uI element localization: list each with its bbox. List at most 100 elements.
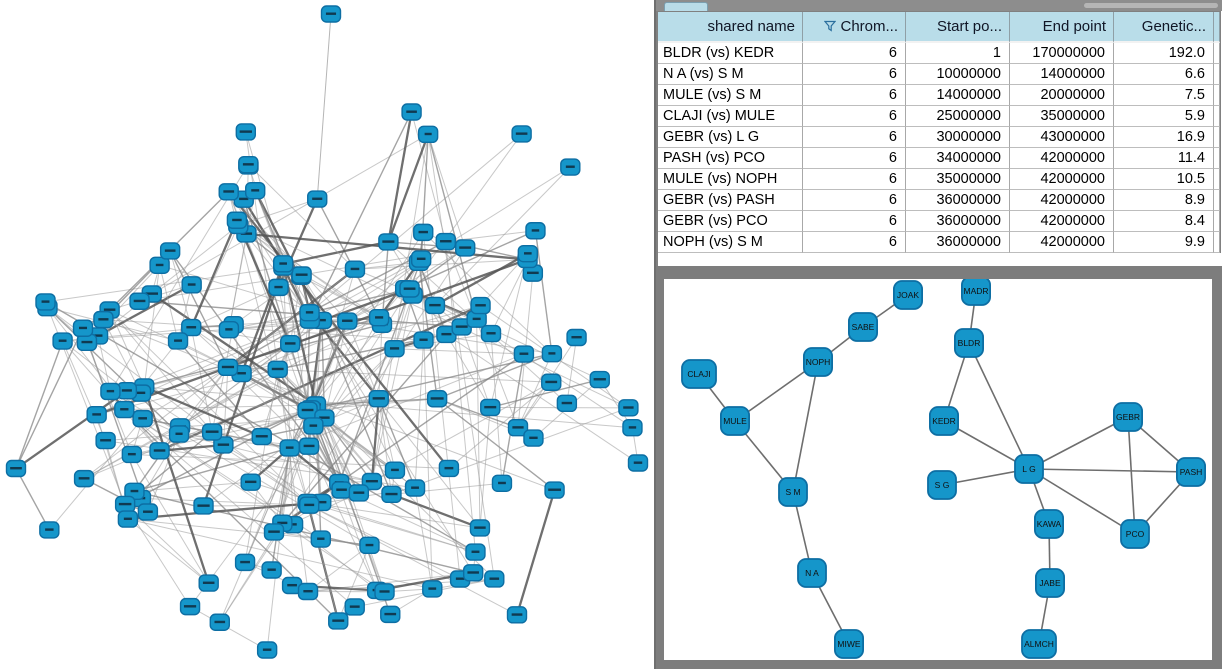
hairball-node[interactable] — [303, 417, 324, 435]
cell-value[interactable]: 34000000 — [906, 148, 1010, 169]
network-edge-LG-PCO[interactable] — [1028, 468, 1136, 535]
cell-value[interactable]: 42000000 — [1010, 190, 1114, 211]
cell-shared-name[interactable]: MULE (vs) S M — [658, 85, 803, 106]
network-node-GEBR[interactable]: GEBR — [1112, 402, 1143, 432]
hairball-node[interactable] — [121, 445, 143, 464]
hairball-node[interactable] — [159, 242, 181, 260]
hairball-node[interactable] — [331, 481, 352, 499]
hairball-node[interactable] — [589, 370, 610, 389]
tab-fragment[interactable] — [664, 2, 708, 11]
column-header-chrom-[interactable]: Chrom... — [803, 12, 906, 43]
cell-shared-name[interactable]: MULE (vs) NOPH — [658, 169, 803, 190]
hairball-node[interactable] — [507, 418, 529, 437]
hairball-node[interactable] — [344, 260, 366, 278]
hairball-node[interactable] — [451, 318, 472, 336]
hairball-node[interactable] — [95, 431, 116, 450]
hairball-node[interactable] — [381, 485, 402, 504]
hairball-node[interactable] — [238, 155, 259, 174]
hairball-node[interactable] — [320, 5, 342, 23]
hairball-node[interactable] — [484, 570, 505, 588]
cell-value[interactable]: 36000000 — [906, 232, 1010, 253]
hairball-node[interactable] — [86, 406, 107, 424]
hairball-node[interactable] — [39, 521, 60, 539]
hairball-node[interactable] — [272, 255, 294, 273]
hairball-node[interactable] — [268, 278, 289, 297]
hairball-node[interactable] — [217, 358, 239, 376]
cell-value[interactable]: 6 — [803, 106, 906, 127]
network-node-BLDR[interactable]: BLDR — [953, 328, 984, 358]
cell-value[interactable]: 8.9 — [1114, 190, 1214, 211]
hairball-node[interactable] — [404, 479, 426, 497]
hairball-node[interactable] — [218, 320, 240, 339]
cell-value[interactable]: 6 — [803, 232, 906, 253]
hairball-node[interactable] — [359, 536, 380, 555]
hairball-node[interactable] — [245, 181, 266, 200]
hairball-node[interactable] — [256, 641, 278, 659]
hairball-node[interactable] — [374, 583, 395, 601]
cell-value[interactable]: 5.9 — [1114, 106, 1214, 127]
hairball-node[interactable] — [627, 454, 649, 472]
hairball-node[interactable] — [35, 293, 56, 311]
hairball-node[interactable] — [368, 309, 390, 327]
network-node-NOPH[interactable]: NOPH — [802, 347, 833, 377]
hairball-node[interactable] — [307, 190, 328, 208]
hairball-node[interactable] — [462, 564, 484, 582]
cell-value[interactable]: 6 — [803, 64, 906, 85]
cell-value[interactable]: 6 — [803, 190, 906, 211]
hairball-node[interactable] — [380, 605, 401, 624]
cell-value[interactable]: 42000000 — [1010, 211, 1114, 232]
cell-value[interactable]: 6.6 — [1114, 64, 1214, 85]
hairball-node[interactable] — [517, 244, 539, 263]
cell-value[interactable]: 35000000 — [906, 169, 1010, 190]
cell-shared-name[interactable]: CLAJI (vs) MULE — [658, 106, 803, 127]
hairball-node[interactable] — [513, 345, 535, 363]
hairball-node[interactable] — [149, 256, 170, 274]
cell-value[interactable]: 7.5 — [1114, 85, 1214, 106]
cell-shared-name[interactable]: GEBR (vs) PCO — [658, 211, 803, 232]
hairball-node[interactable] — [348, 484, 370, 502]
cell-value[interactable]: 43000000 — [1010, 127, 1114, 148]
hairball-node[interactable] — [438, 459, 460, 478]
network-edge-LG-PASH[interactable] — [1028, 468, 1192, 473]
hairball-node[interactable] — [384, 461, 406, 479]
cell-value[interactable]: 36000000 — [906, 211, 1010, 232]
hairball-node[interactable] — [622, 419, 643, 437]
hairball-node[interactable] — [73, 469, 95, 488]
network-node-KEDR[interactable]: KEDR — [928, 406, 959, 436]
network-node-JOAK[interactable]: JOAK — [892, 280, 923, 310]
hairball-node[interactable] — [201, 423, 223, 441]
hairball-node[interactable] — [480, 398, 501, 417]
hairball-node[interactable] — [213, 436, 234, 454]
cell-value[interactable]: 6 — [803, 169, 906, 190]
hairball-node[interactable] — [426, 390, 448, 408]
network-edge-LG-GEBR[interactable] — [1028, 416, 1129, 470]
hairball-node[interactable] — [506, 606, 528, 624]
hairball-node[interactable] — [76, 333, 98, 352]
hairball-node[interactable] — [410, 250, 432, 268]
cell-value[interactable]: 42000000 — [1010, 148, 1114, 169]
network-node-SG[interactable]: S G — [927, 470, 957, 500]
hairball-node[interactable] — [279, 439, 300, 457]
cell-value[interactable]: 6 — [803, 127, 906, 148]
network-node-NA[interactable]: N A — [797, 558, 827, 588]
hairball-node[interactable] — [424, 296, 446, 315]
cell-value[interactable]: 6 — [803, 85, 906, 106]
cell-value[interactable]: 8.4 — [1114, 211, 1214, 232]
table-row[interactable]: PASH (vs) PCO 6 34000000 42000000 11.4 — [658, 148, 1220, 169]
hairball-node[interactable] — [401, 103, 422, 121]
cell-value[interactable]: 9.9 — [1114, 232, 1214, 253]
cell-value[interactable]: 1 — [906, 43, 1010, 64]
hairball-node[interactable] — [544, 481, 565, 499]
hairball-node[interactable] — [168, 425, 190, 443]
network-node-MADR[interactable]: MADR — [961, 279, 991, 306]
hairball-node[interactable] — [209, 613, 230, 631]
cell-shared-name[interactable]: PASH (vs) PCO — [658, 148, 803, 169]
table-row[interactable]: GEBR (vs) L G 6 30000000 43000000 16.9 — [658, 127, 1220, 148]
hairball-node[interactable] — [100, 382, 121, 401]
table-row[interactable]: GEBR (vs) PASH 6 36000000 42000000 8.9 — [658, 190, 1220, 211]
column-header-shared-name[interactable]: shared name — [658, 12, 803, 43]
hairball-node[interactable] — [413, 223, 434, 242]
cell-value[interactable]: 25000000 — [906, 106, 1010, 127]
hairball-node[interactable] — [198, 574, 219, 592]
hairball-node[interactable] — [129, 292, 150, 310]
